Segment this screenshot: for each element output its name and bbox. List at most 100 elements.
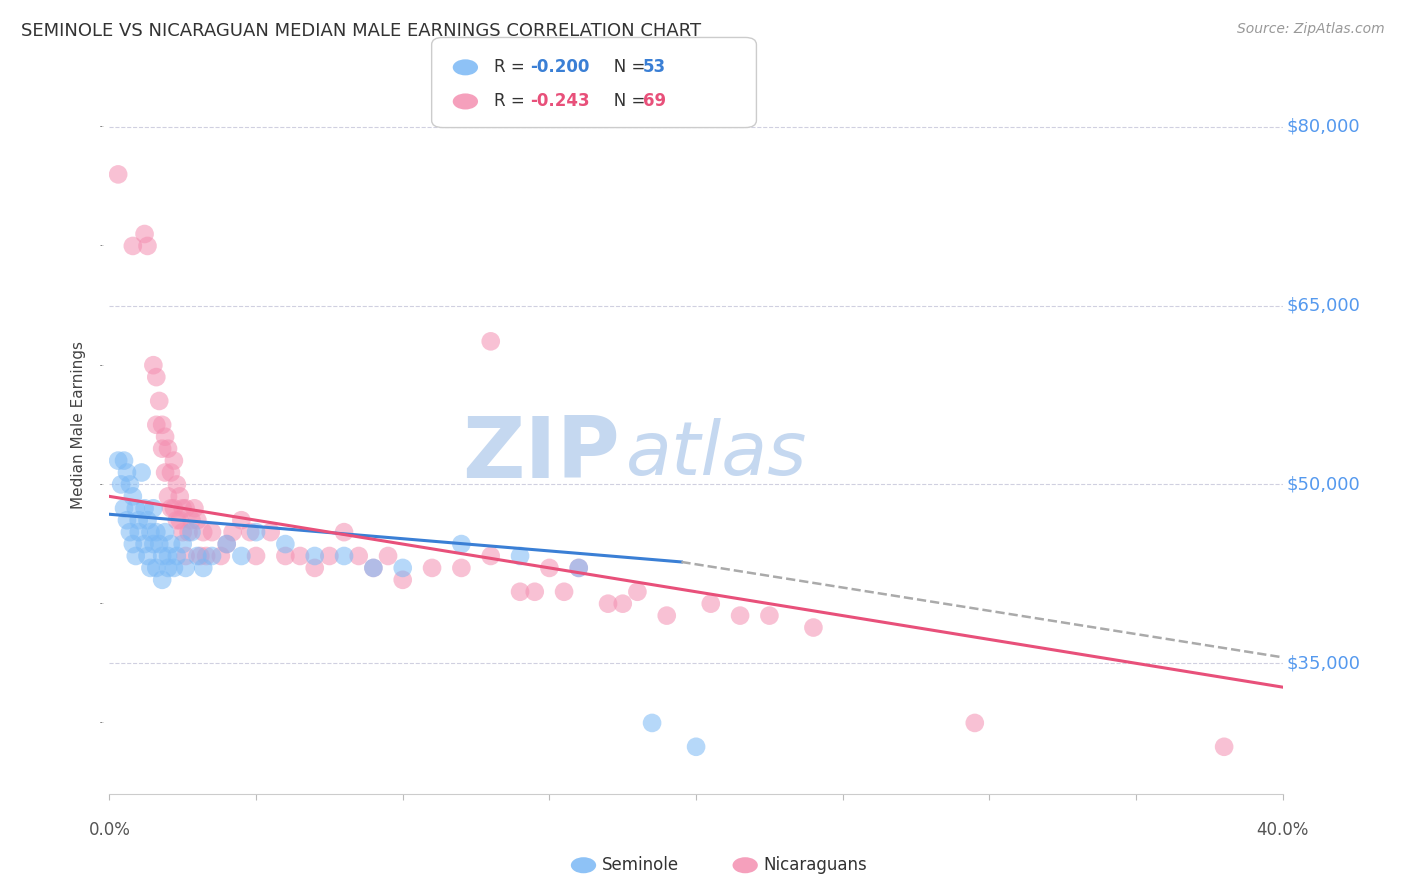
Point <box>172 501 194 516</box>
Point <box>186 513 208 527</box>
Point <box>177 525 200 540</box>
Point <box>391 573 413 587</box>
Point <box>157 489 180 503</box>
Text: $35,000: $35,000 <box>1286 655 1361 673</box>
Point <box>245 525 267 540</box>
Point <box>221 525 243 540</box>
Point <box>568 561 591 575</box>
Point <box>201 525 224 540</box>
Text: 40.0%: 40.0% <box>1257 821 1309 838</box>
Point <box>450 537 472 551</box>
Point <box>612 597 634 611</box>
Text: SEMINOLE VS NICARAGUAN MEDIAN MALE EARNINGS CORRELATION CHART: SEMINOLE VS NICARAGUAN MEDIAN MALE EARNI… <box>21 22 702 40</box>
Point <box>136 549 159 563</box>
Point <box>209 549 232 563</box>
Point <box>1213 739 1236 754</box>
Point <box>304 549 326 563</box>
Point <box>110 477 132 491</box>
Text: N =: N = <box>598 58 650 77</box>
Point <box>163 453 186 467</box>
Text: $80,000: $80,000 <box>1286 118 1360 136</box>
Point <box>700 597 723 611</box>
Point <box>174 561 197 575</box>
Point <box>107 453 129 467</box>
Point <box>333 525 356 540</box>
Point <box>157 561 180 575</box>
Point <box>728 608 751 623</box>
Point <box>172 537 194 551</box>
Point <box>134 537 156 551</box>
Point <box>318 549 340 563</box>
Point <box>150 549 173 563</box>
Point <box>150 442 173 456</box>
Point <box>195 549 218 563</box>
Text: -0.200: -0.200 <box>530 58 589 77</box>
Point <box>479 334 502 349</box>
Point <box>160 537 183 551</box>
Point <box>145 370 167 384</box>
Text: $65,000: $65,000 <box>1286 296 1360 315</box>
Point <box>201 549 224 563</box>
Point <box>145 561 167 575</box>
Point <box>118 477 141 491</box>
Point <box>274 549 297 563</box>
Point <box>163 561 186 575</box>
Point <box>180 513 202 527</box>
Point <box>274 537 297 551</box>
Text: Nicaraguans: Nicaraguans <box>763 856 868 874</box>
Point <box>479 549 502 563</box>
Point <box>153 430 176 444</box>
Point <box>193 561 215 575</box>
Text: 69: 69 <box>643 93 665 111</box>
Point <box>363 561 385 575</box>
Point <box>215 537 238 551</box>
Text: -0.243: -0.243 <box>530 93 589 111</box>
Point <box>160 501 183 516</box>
Point <box>145 525 167 540</box>
Point <box>166 513 188 527</box>
Point <box>215 537 238 551</box>
Point <box>685 739 707 754</box>
Point <box>115 466 138 480</box>
Point <box>169 489 191 503</box>
Point <box>153 525 176 540</box>
Point <box>333 549 356 563</box>
Point <box>150 573 173 587</box>
Y-axis label: Median Male Earnings: Median Male Earnings <box>72 341 86 508</box>
Point <box>186 549 208 563</box>
Point <box>153 466 176 480</box>
Point <box>121 489 143 503</box>
Point <box>160 466 183 480</box>
Point <box>245 549 267 563</box>
Point <box>231 549 253 563</box>
Point <box>347 549 370 563</box>
Point <box>125 501 148 516</box>
Point <box>193 525 215 540</box>
Point <box>174 501 197 516</box>
Point <box>136 239 159 253</box>
Point <box>128 513 150 527</box>
Point <box>523 584 546 599</box>
Point <box>538 561 561 575</box>
Text: N =: N = <box>598 93 650 111</box>
Text: R =: R = <box>494 93 530 111</box>
Point <box>963 715 986 730</box>
Point <box>142 537 165 551</box>
Point <box>180 525 202 540</box>
Point <box>596 597 619 611</box>
Text: ZIP: ZIP <box>463 413 620 496</box>
Text: R =: R = <box>494 58 530 77</box>
Point <box>509 549 531 563</box>
Point <box>172 525 194 540</box>
Point <box>125 549 148 563</box>
Point <box>169 513 191 527</box>
Point <box>148 394 170 409</box>
Point <box>131 466 153 480</box>
Point <box>142 358 165 372</box>
Text: 0.0%: 0.0% <box>89 821 131 838</box>
Point <box>145 417 167 432</box>
Point <box>391 561 413 575</box>
Point <box>231 513 253 527</box>
Point <box>139 561 162 575</box>
Point <box>174 549 197 563</box>
